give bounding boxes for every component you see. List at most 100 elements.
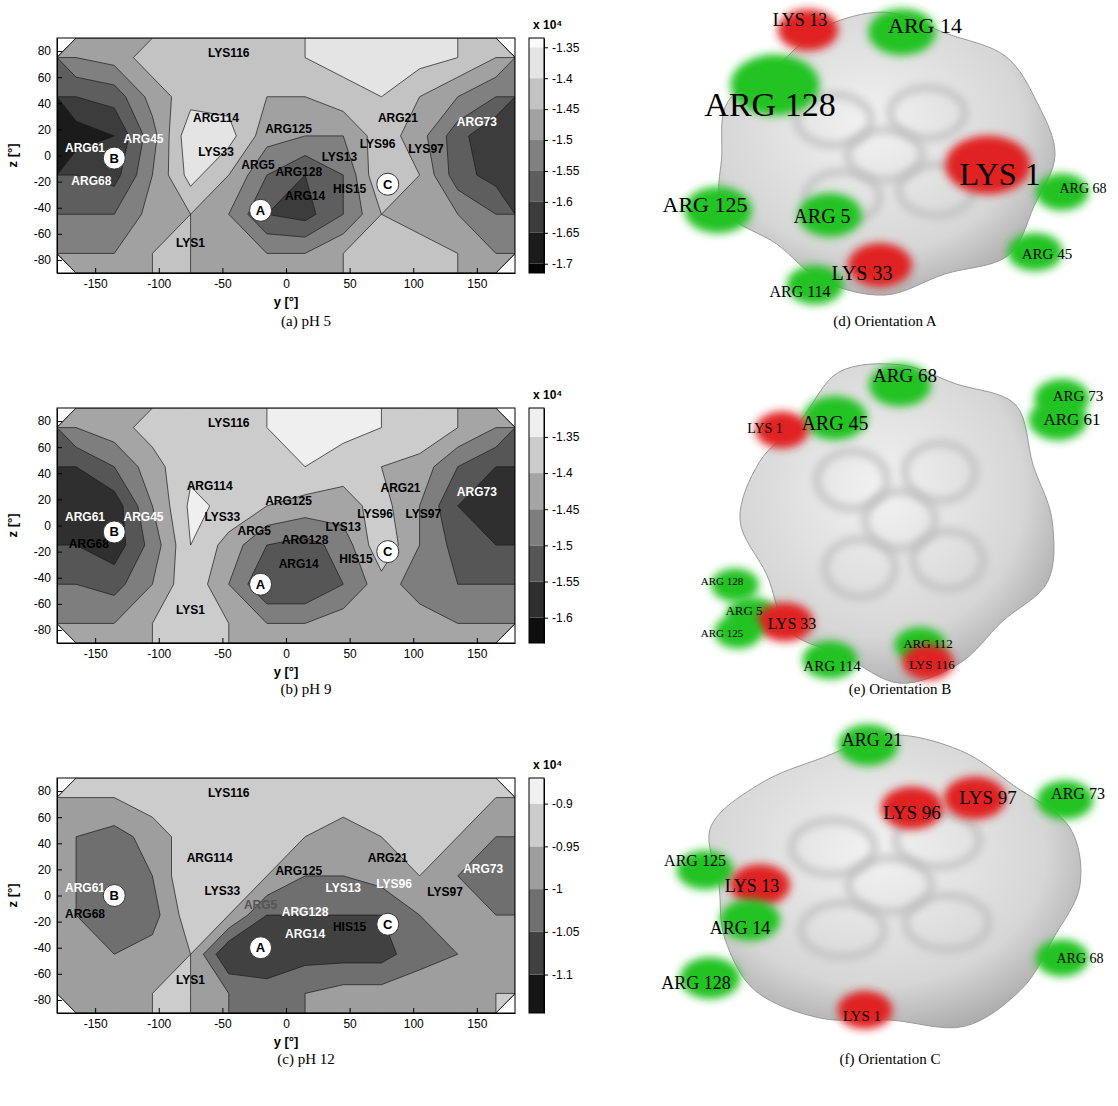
- residue-annotation: ARG73: [463, 862, 503, 876]
- residue-annotation: ARG5: [238, 524, 272, 538]
- residue-annotation: ARG61: [65, 141, 105, 155]
- plot-frame: [57, 38, 515, 273]
- tick: 40: [38, 837, 62, 851]
- tick-mark: [57, 526, 62, 527]
- residue-annotation: ARG5: [241, 158, 275, 172]
- tick: 80: [38, 784, 62, 798]
- y-axis-title: z [°]: [5, 514, 20, 538]
- tick-label: 80: [38, 414, 52, 428]
- plot-frame: [57, 408, 515, 643]
- axis-line: [58, 643, 516, 644]
- tick: -20: [34, 545, 62, 559]
- tick-mark: [413, 268, 414, 273]
- orientation-marker-label: B: [110, 151, 119, 166]
- tick-mark: [413, 638, 414, 643]
- tick-mark: [544, 78, 548, 79]
- colorbar-band: [529, 889, 544, 932]
- tick-label: 150: [467, 647, 487, 661]
- colorbar-band: [529, 109, 544, 140]
- tick-mark: [350, 638, 351, 643]
- residue-annotation: ARG73: [457, 485, 497, 499]
- residue-patch: [838, 991, 893, 1029]
- tick-mark: [544, 582, 548, 583]
- residue-annotation: ARG68: [65, 907, 105, 921]
- tick-label: -60: [34, 597, 52, 611]
- tick: -1.35: [544, 430, 580, 444]
- tick-mark: [544, 171, 548, 172]
- tick-mark: [57, 578, 62, 579]
- tick: -40: [34, 201, 62, 215]
- colorbar-band: [529, 804, 544, 847]
- tick-label: 100: [404, 277, 424, 291]
- colorbar-band: [529, 78, 544, 109]
- tick: -40: [34, 941, 62, 955]
- colorbar-frame: [529, 778, 544, 1013]
- plot-area: [57, 778, 515, 1013]
- x-axis: -150-100-50050100150: [58, 638, 516, 661]
- tick-mark: [57, 208, 62, 209]
- y-axis-title: z [°]: [5, 144, 20, 168]
- residue-label: LYS 97: [959, 787, 1017, 808]
- tick: -60: [34, 227, 62, 241]
- orientation-marker-label: C: [383, 544, 393, 559]
- tick-label: 100: [404, 1017, 424, 1031]
- tick-mark: [350, 1008, 351, 1013]
- surface-lump: [848, 858, 932, 912]
- tick: -150: [84, 268, 108, 291]
- contour-band: [57, 778, 515, 1013]
- tick-label: 40: [38, 97, 52, 111]
- tick-mark: [477, 268, 478, 273]
- tick-mark: [57, 156, 62, 157]
- x-axis-title: y [°]: [274, 1034, 299, 1049]
- tick-label: -1.35: [552, 41, 580, 55]
- tick-label: -1.45: [552, 102, 580, 116]
- tick-mark: [57, 817, 62, 818]
- tick-label: 0: [283, 1017, 290, 1031]
- tick: -1.5: [544, 133, 573, 147]
- tick: -1.6: [544, 611, 573, 625]
- residue-label: ARG 5: [793, 205, 850, 227]
- tick-label: -20: [34, 175, 52, 189]
- tick: 60: [38, 811, 62, 825]
- tick-label: 0: [283, 277, 290, 291]
- tick: -100: [147, 1008, 171, 1031]
- tick-mark: [159, 268, 160, 273]
- figure: -150-100-50050100150-80-60-40-2002040608…: [0, 0, 1118, 1106]
- tick-mark: [544, 473, 548, 474]
- residue-label: ARG 125: [701, 627, 744, 639]
- colorbar: -1.7-1.65-1.6-1.55-1.5-1.45-1.4-1.35x 10…: [529, 18, 580, 274]
- axis-line: [58, 273, 516, 274]
- tick: 20: [38, 863, 62, 877]
- tick-label: 60: [38, 441, 52, 455]
- colorbar-band: [529, 473, 544, 509]
- tick: 60: [38, 441, 62, 455]
- tick-mark: [95, 268, 96, 273]
- residue-label: ARG 14: [888, 13, 962, 38]
- orientation-marker: [377, 913, 399, 935]
- residue-annotation: ARG68: [71, 174, 111, 188]
- tick-label: -1.35: [552, 430, 580, 444]
- orientation-marker-label: A: [256, 203, 266, 218]
- residue-label: ARG 68: [1056, 951, 1103, 966]
- tick-mark: [57, 234, 62, 235]
- residue-annotation: LYS97: [406, 507, 442, 521]
- tick-mark: [57, 630, 62, 631]
- colorbar-band: [529, 140, 544, 171]
- tick-mark: [544, 140, 548, 141]
- colorbar-band: [529, 38, 544, 47]
- colorbar-band: [529, 618, 544, 643]
- orientation-marker-label: B: [110, 888, 119, 903]
- colorbar-band: [529, 932, 544, 975]
- tick-mark: [350, 268, 351, 273]
- structure-panel: LYS 13ARG 14ARG 128LYS 1ARG 68ARG 125ARG…: [663, 9, 1107, 330]
- residue-annotation: ARG21: [368, 851, 408, 865]
- tick-label: 50: [343, 277, 357, 291]
- residue-annotation: LYS97: [408, 142, 444, 156]
- residue-label: ARG 128: [704, 86, 835, 123]
- colorbar-axis: -1.7-1.65-1.6-1.55-1.5-1.45-1.4-1.35: [544, 39, 580, 274]
- residue-annotation: ARG14: [285, 927, 325, 941]
- tick: 50: [343, 268, 357, 291]
- colorbar-axis: -1.1-1.05-1-0.95-0.9: [544, 779, 580, 1014]
- tick-mark: [544, 975, 548, 976]
- orientation-marker: [103, 147, 125, 169]
